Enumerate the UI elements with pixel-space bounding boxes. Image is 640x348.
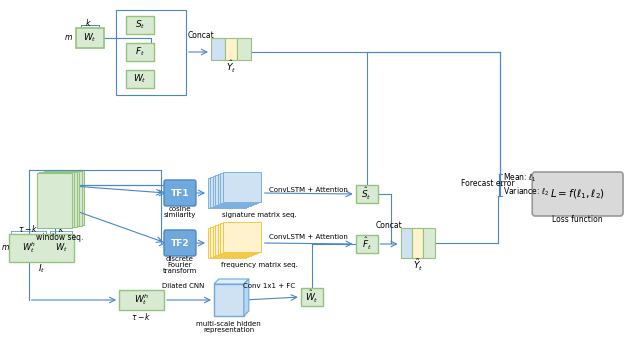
Text: cosine: cosine <box>169 206 191 212</box>
Bar <box>214 284 244 316</box>
Bar <box>44 171 79 226</box>
Text: Loss function: Loss function <box>552 215 603 224</box>
Text: representation: representation <box>204 327 255 333</box>
Bar <box>218 224 256 254</box>
Text: $L=f(\ell_1,\ell_2)$: $L=f(\ell_1,\ell_2)$ <box>550 187 605 201</box>
Text: $S_t$: $S_t$ <box>135 19 145 31</box>
Text: $W_t$: $W_t$ <box>133 73 147 85</box>
Text: $k$: $k$ <box>58 223 65 235</box>
Bar <box>237 38 251 60</box>
FancyBboxPatch shape <box>532 172 623 216</box>
Text: similarity: similarity <box>164 212 196 218</box>
Bar <box>220 223 259 253</box>
Bar <box>211 38 225 60</box>
Text: Mean: $\ell_1$: Mean: $\ell_1$ <box>503 172 537 184</box>
Text: $W_t^h$: $W_t^h$ <box>134 293 149 308</box>
Bar <box>356 235 378 253</box>
Text: Variance: $\ell_2$: Variance: $\ell_2$ <box>503 186 550 198</box>
Text: Fourier: Fourier <box>168 262 192 268</box>
Text: $\tau-k$: $\tau-k$ <box>131 311 152 323</box>
Bar <box>36 173 72 228</box>
Bar <box>49 170 84 225</box>
Text: $\tau-k$: $\tau-k$ <box>19 223 39 235</box>
Bar <box>223 172 261 202</box>
Bar <box>225 38 237 60</box>
Bar <box>211 227 248 257</box>
Text: $W_t$: $W_t$ <box>55 242 68 254</box>
FancyBboxPatch shape <box>164 180 196 206</box>
Bar <box>401 228 413 258</box>
Text: $\hat{Y}_t$: $\hat{Y}_t$ <box>226 59 236 75</box>
Text: signature matrix seq.: signature matrix seq. <box>223 212 297 218</box>
Text: $\hat{F}_t$: $\hat{F}_t$ <box>362 236 372 252</box>
Bar <box>216 225 253 255</box>
Text: $m$: $m$ <box>1 244 10 253</box>
Bar <box>216 175 253 205</box>
Bar <box>356 185 378 203</box>
Bar <box>126 70 154 88</box>
Text: frequency matrix seq.: frequency matrix seq. <box>221 262 298 268</box>
FancyBboxPatch shape <box>164 230 196 256</box>
Bar <box>119 290 164 310</box>
Text: Forecast error: Forecast error <box>461 179 514 188</box>
Text: ConvLSTM + Attention: ConvLSTM + Attention <box>269 234 348 240</box>
Polygon shape <box>214 279 249 284</box>
Bar <box>208 228 246 258</box>
Bar <box>76 28 104 48</box>
Text: $W_t^h$: $W_t^h$ <box>22 240 36 255</box>
Bar <box>126 16 154 34</box>
Bar <box>116 10 186 95</box>
Bar <box>413 228 424 258</box>
Text: transform: transform <box>163 268 197 274</box>
Bar <box>223 222 261 252</box>
Bar <box>218 174 256 204</box>
Text: discrete: discrete <box>166 256 194 262</box>
Text: Concat: Concat <box>375 221 402 229</box>
Text: $k$: $k$ <box>85 17 92 29</box>
Text: TF2: TF2 <box>171 238 189 247</box>
Bar <box>301 288 323 306</box>
Bar <box>208 178 246 208</box>
Bar <box>213 176 251 206</box>
Bar <box>126 43 154 61</box>
Bar <box>424 228 435 258</box>
Bar <box>211 177 248 207</box>
Bar <box>47 171 82 226</box>
Text: window seq.: window seq. <box>36 234 83 243</box>
Text: Dilated CNN: Dilated CNN <box>162 283 204 289</box>
Text: $\tilde{Y}_t$: $\tilde{Y}_t$ <box>413 258 423 272</box>
Polygon shape <box>244 279 249 316</box>
Bar <box>42 172 77 227</box>
Text: $\hat{W}_t$: $\hat{W}_t$ <box>305 289 319 305</box>
Text: $F_t$: $F_t$ <box>135 46 145 58</box>
Text: multi-scale hidden: multi-scale hidden <box>196 321 261 327</box>
Text: $W_t$: $W_t$ <box>83 32 97 44</box>
Text: TF1: TF1 <box>171 189 189 198</box>
Text: $m$: $m$ <box>64 33 73 42</box>
Bar <box>10 234 74 262</box>
Text: Conv 1x1 + FC: Conv 1x1 + FC <box>243 283 295 289</box>
Bar <box>220 173 259 203</box>
Text: ConvLSTM + Attention: ConvLSTM + Attention <box>269 187 348 193</box>
Text: Concat: Concat <box>188 32 214 40</box>
Text: $\hat{S}_t$: $\hat{S}_t$ <box>362 186 372 202</box>
Bar <box>213 226 251 256</box>
Text: $I_t$: $I_t$ <box>38 263 45 275</box>
Bar <box>39 172 74 227</box>
